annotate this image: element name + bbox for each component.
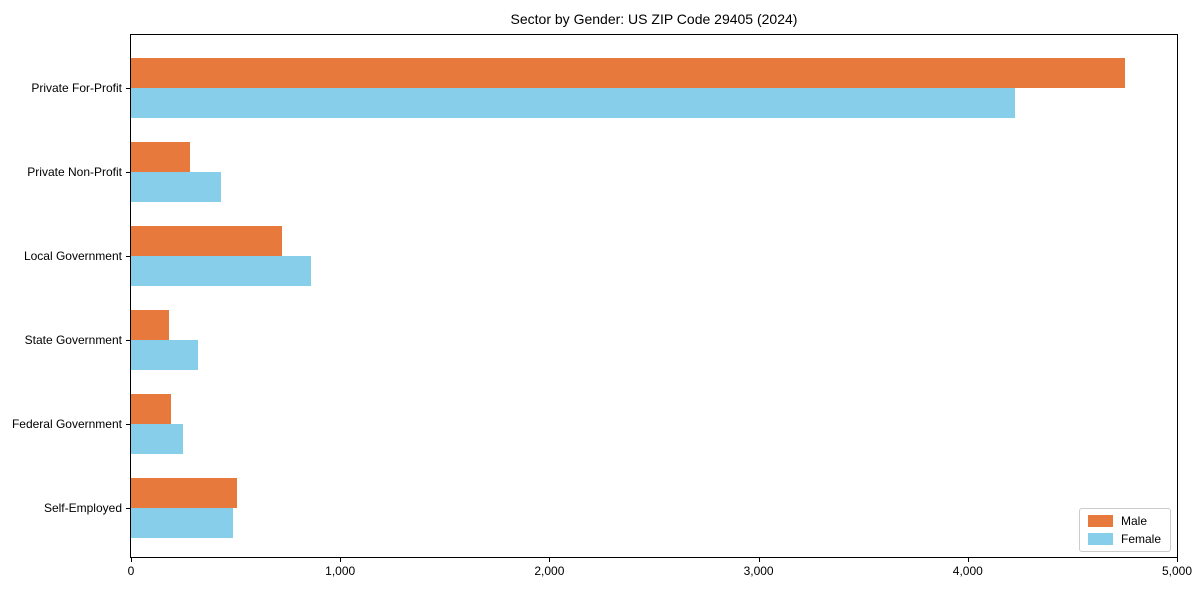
y-tick-mark-private-non-profit xyxy=(126,172,130,173)
bar-female-local-government xyxy=(131,256,311,286)
bar-female-self-employed xyxy=(131,508,233,538)
x-tick-label-1-000: 1,000 xyxy=(325,564,356,578)
x-tick-mark-3-000 xyxy=(758,558,760,562)
bar-female-state-government xyxy=(131,340,198,370)
x-tick-mark-2-000 xyxy=(549,558,551,562)
legend-swatch-female xyxy=(1087,533,1113,545)
y-tick-label-private-non-profit: Private Non-Profit xyxy=(27,165,122,179)
x-tick-label-2-000: 2,000 xyxy=(534,564,565,578)
legend: Male Female xyxy=(1078,508,1171,552)
bar-female-private-for-profit xyxy=(131,88,1015,118)
bar-male-state-government xyxy=(131,310,169,340)
legend-label-female: Female xyxy=(1120,532,1161,546)
x-tick-label-5-000: 5,000 xyxy=(1161,564,1193,578)
legend-label-male: Male xyxy=(1120,514,1147,528)
y-tick-mark-federal-government xyxy=(126,424,130,425)
y-tick-mark-state-government xyxy=(126,340,130,341)
x-tick-label-4-000: 4,000 xyxy=(952,564,983,578)
y-tick-label-private-for-profit: Private For-Profit xyxy=(31,81,122,95)
y-tick-label-federal-government: Federal Government xyxy=(11,417,122,431)
legend-item-male: Male xyxy=(1087,514,1161,528)
x-tick-mark-5-000 xyxy=(1177,558,1178,562)
bar-male-private-for-profit xyxy=(131,58,1125,88)
y-tick-label-local-government: Local Government xyxy=(23,249,122,263)
x-tick-label-3-000: 3,000 xyxy=(743,564,774,578)
y-tick-mark-local-government xyxy=(126,256,130,257)
bar-male-federal-government xyxy=(131,394,171,424)
legend-item-female: Female xyxy=(1087,532,1161,546)
bar-male-self-employed xyxy=(131,478,237,508)
y-tick-mark-private-for-profit xyxy=(126,88,130,89)
chart-title: Sector by Gender: US ZIP Code 29405 (202… xyxy=(510,11,798,27)
x-tick-mark-0 xyxy=(131,558,132,562)
bar-female-federal-government xyxy=(131,424,184,454)
bar-female-private-non-profit xyxy=(131,172,221,202)
y-tick-label-state-government: State Government xyxy=(24,333,122,347)
legend-swatch-male xyxy=(1087,515,1113,527)
x-tick-label-0: 0 xyxy=(127,564,135,578)
plot-area: Male Female xyxy=(130,34,1178,558)
y-tick-label-self-employed: Self-Employed xyxy=(43,501,122,515)
x-tick-mark-1-000 xyxy=(340,558,342,562)
bar-male-private-non-profit xyxy=(131,142,190,172)
bar-male-local-government xyxy=(131,226,282,256)
x-tick-mark-4-000 xyxy=(967,558,969,562)
y-tick-mark-self-employed xyxy=(126,508,130,509)
